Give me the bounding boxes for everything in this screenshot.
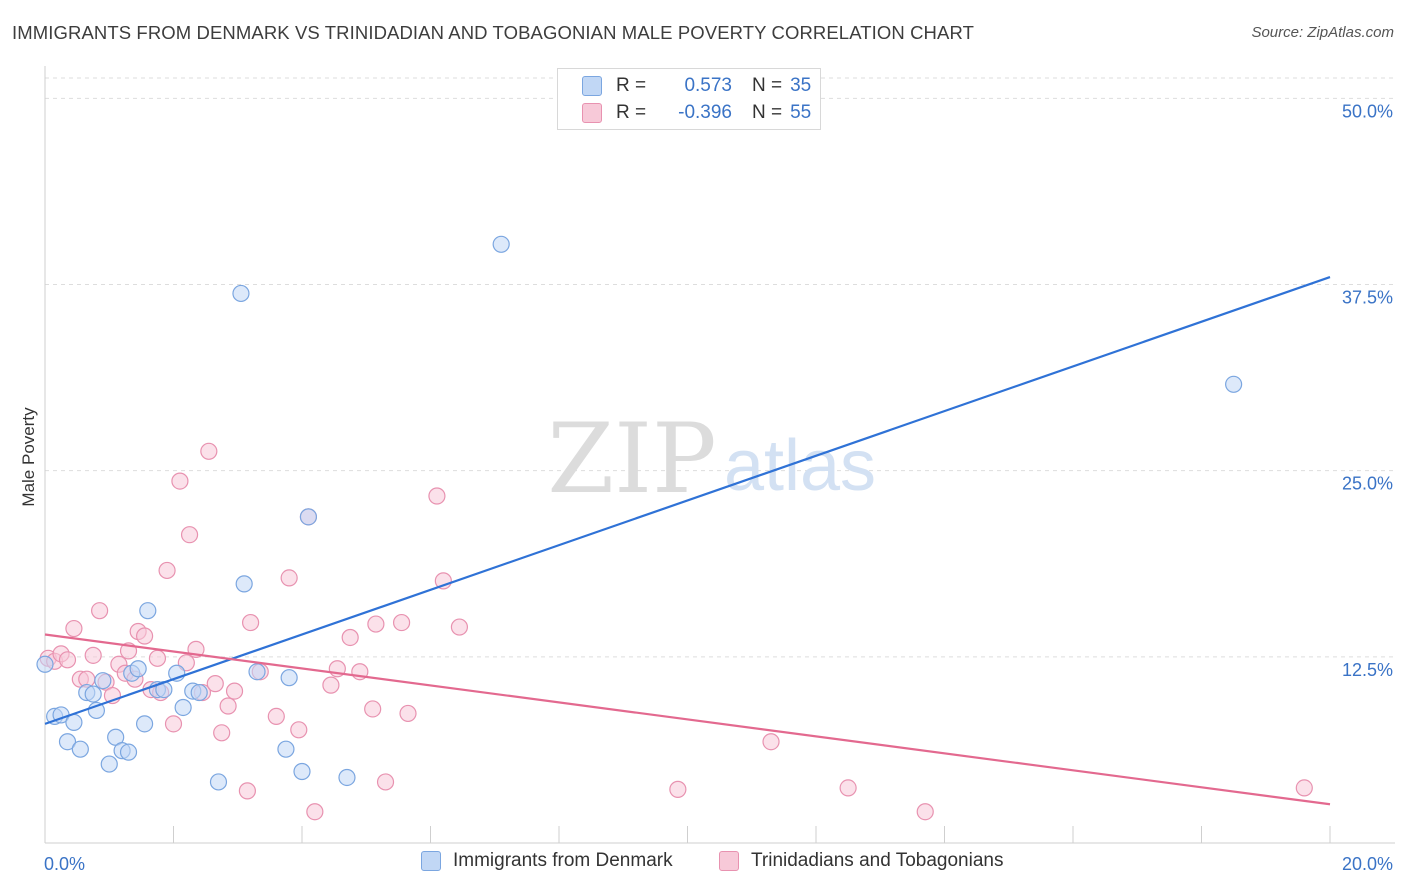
denmark-point [293, 762, 311, 781]
denmark-point [338, 768, 356, 787]
trinidadian-point [171, 472, 189, 490]
trinidadian-point [164, 715, 183, 733]
denmark-point [58, 733, 77, 751]
denmark-point [277, 740, 295, 758]
denmark-point [174, 698, 192, 717]
denmark-swatch [582, 76, 602, 96]
trinidadian-point [238, 782, 256, 800]
watermark: ZIP atlas [547, 403, 876, 515]
trinidadian-point [225, 682, 244, 700]
trinidadian-point [242, 613, 260, 632]
r-value: 0.573 [684, 75, 732, 96]
legend-swatch-denmark [421, 851, 441, 871]
watermark-atlas: atlas [724, 426, 876, 506]
denmark-point [235, 575, 253, 593]
denmark-point [119, 743, 138, 761]
legend-label-denmark: Immigrants from Denmark [453, 850, 673, 871]
n-label: N = [752, 102, 783, 123]
trinidadian-point [91, 602, 109, 620]
denmark-point [248, 663, 266, 681]
y-tick-label: 25.0% [1342, 474, 1393, 494]
n-value: 35 [790, 75, 812, 96]
r-value: -0.396 [678, 102, 732, 123]
trinidadian-point [148, 649, 167, 667]
stats-legend-box: R = 0.573 N = 35 R = -0.396 N = 55 [557, 68, 821, 130]
denmark-point [84, 685, 102, 703]
x-tick-label-max: 20.0% [1342, 854, 1393, 874]
trinidadian-swatch [582, 103, 602, 123]
denmark-trend-line [44, 276, 1331, 725]
denmark-point [139, 602, 157, 620]
trinidadian-point [428, 487, 446, 505]
trinidadian-point [341, 628, 359, 647]
trinidadian-point [200, 442, 218, 460]
trinidadian-point [322, 676, 340, 694]
denmark-point [36, 655, 54, 673]
trinidadian-point [206, 675, 224, 693]
denmark-point [100, 755, 118, 773]
denmark-point [209, 773, 228, 791]
bottom-legend: Immigrants from Denmark Trinidadians and… [0, 850, 1406, 880]
trinidadian-point [916, 803, 934, 821]
grid-lines [45, 77, 1395, 658]
trinidadian-point [180, 526, 199, 544]
trinidadian-point [280, 569, 298, 587]
trinidadian-trend-line [44, 633, 1331, 806]
trinidadian-point [450, 618, 469, 636]
denmark-point [190, 683, 208, 702]
n-label: N = [752, 75, 783, 96]
trend-lines [44, 276, 1331, 806]
trinidadian-point [669, 780, 687, 798]
axes [44, 66, 1395, 844]
y-axis-label: Male Poverty [19, 407, 38, 507]
trinidadian-point [839, 779, 857, 797]
n-value: 55 [790, 102, 812, 123]
stats-row-denmark: R = 0.573 N = 35 [558, 73, 811, 99]
trinidadian-point [135, 627, 154, 645]
x-tick-label-min: 0.0% [44, 854, 85, 874]
trinidadian-point [290, 721, 308, 739]
denmark-point [492, 235, 510, 253]
r-label: R = [616, 75, 647, 96]
trinidadian-point [399, 704, 417, 723]
trinidadian-point [392, 613, 411, 632]
legend-item-trinidadian[interactable]: Trinidadians and Tobagonians [719, 850, 1003, 872]
source-label: Source: ZipAtlas.com [1251, 24, 1394, 41]
trinidadian-point [158, 561, 176, 580]
trinidadian-point [267, 707, 285, 726]
trinidadian-point [306, 803, 324, 821]
trinidadian-point [84, 646, 102, 664]
trinidadian-point [65, 619, 83, 638]
denmark-point [94, 672, 112, 690]
y-tick-label: 12.5% [1342, 660, 1393, 680]
denmark-point [71, 740, 89, 758]
stats-row-trinidadian: R = -0.396 N = 55 [558, 100, 811, 126]
r-label: R = [616, 102, 647, 123]
trinidadian-point [213, 724, 231, 742]
watermark-zip: ZIP [547, 403, 716, 515]
legend-item-denmark[interactable]: Immigrants from Denmark [421, 850, 673, 872]
trinidadian-point [364, 700, 382, 718]
trinidadian-point [58, 651, 77, 669]
legend-label-trinidadian: Trinidadians and Tobagonians [751, 850, 1004, 871]
denmark-point [299, 508, 318, 526]
tick-labels: 12.5% 25.0% 37.5% 50.0% 0.0% 20.0% [44, 101, 1393, 874]
trinidadian-point [376, 773, 395, 791]
trinidadian-point [1295, 779, 1313, 797]
legend-swatch-trinidadian [719, 851, 739, 871]
trinidadian-point [367, 615, 385, 633]
trinidadian-point [219, 697, 237, 715]
denmark-point [135, 715, 154, 733]
denmark-point [232, 284, 250, 303]
trinidadian-point [762, 733, 780, 751]
denmark-point [1225, 375, 1243, 393]
y-tick-label: 50.0% [1342, 101, 1393, 121]
chart-title: IMMIGRANTS FROM DENMARK VS TRINIDADIAN A… [12, 22, 974, 43]
denmark-point [129, 660, 147, 678]
y-tick-label: 37.5% [1342, 288, 1393, 308]
denmark-point [280, 669, 298, 687]
